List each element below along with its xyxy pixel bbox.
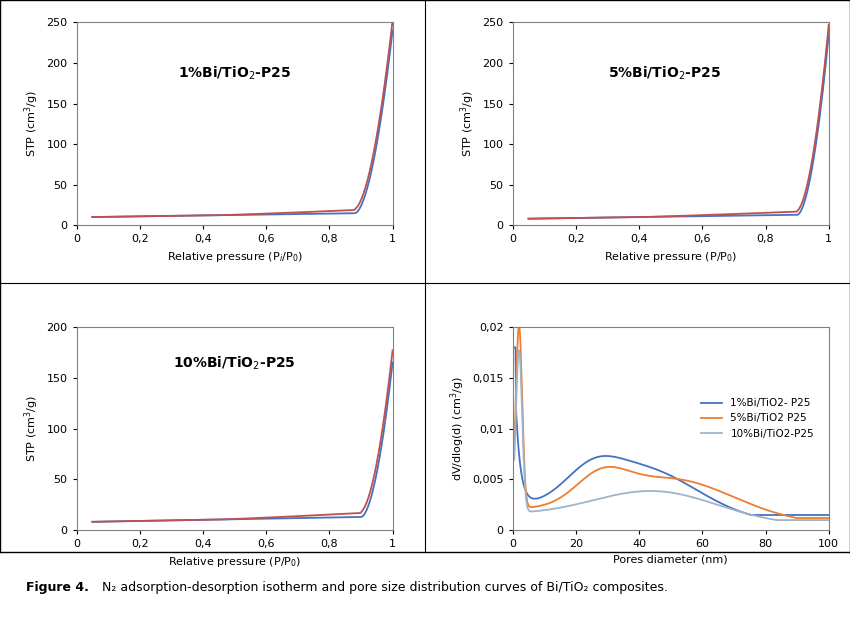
5%Bi/TiO2 P25 [514, 322, 524, 330]
Text: N₂ adsorption-desorption isotherm and pore size distribution curves of Bi/TiO₂ c: N₂ adsorption-desorption isotherm and po… [98, 580, 667, 594]
1%Bi/TiO2- P25 [679, 479, 689, 486]
10%Bi/TiO2-P25 [509, 456, 519, 464]
Line: 1%Bi/TiO2- P25: 1%Bi/TiO2- P25 [514, 347, 829, 515]
Y-axis label: STP (cm$^3$/g): STP (cm$^3$/g) [458, 90, 477, 157]
1%Bi/TiO2- P25 [660, 469, 671, 477]
X-axis label: Relative pressure (P$_i$/P$_0$): Relative pressure (P$_i$/P$_0$) [167, 250, 303, 264]
5%Bi/TiO2 P25 [768, 508, 778, 516]
1%Bi/TiO2- P25 [696, 489, 706, 497]
X-axis label: Relative pressure (P/P$_0$): Relative pressure (P/P$_0$) [604, 250, 737, 264]
X-axis label: Relative pressure (P/P$_0$): Relative pressure (P/P$_0$) [168, 555, 301, 569]
1%Bi/TiO2- P25 [659, 469, 669, 476]
1%Bi/TiO2- P25 [768, 511, 778, 519]
1%Bi/TiO2- P25 [817, 511, 827, 519]
5%Bi/TiO2 P25 [818, 514, 828, 522]
1%Bi/TiO2- P25 [746, 511, 756, 519]
5%Bi/TiO2 P25 [680, 476, 690, 484]
Y-axis label: STP (cm$^3$/g): STP (cm$^3$/g) [22, 90, 41, 157]
5%Bi/TiO2 P25 [661, 474, 672, 481]
10%Bi/TiO2-P25 [768, 516, 778, 523]
10%Bi/TiO2-P25 [680, 491, 690, 499]
X-axis label: Pores diameter (nm): Pores diameter (nm) [614, 555, 728, 565]
Line: 5%Bi/TiO2 P25: 5%Bi/TiO2 P25 [514, 326, 829, 518]
Y-axis label: STP (cm$^3$/g): STP (cm$^3$/g) [22, 395, 41, 462]
Line: 10%Bi/TiO2-P25: 10%Bi/TiO2-P25 [514, 351, 829, 520]
10%Bi/TiO2-P25 [514, 347, 524, 354]
5%Bi/TiO2 P25 [697, 481, 707, 488]
1%Bi/TiO2- P25 [824, 511, 834, 519]
5%Bi/TiO2 P25 [824, 514, 834, 522]
10%Bi/TiO2-P25 [824, 516, 834, 524]
5%Bi/TiO2 P25 [659, 474, 669, 481]
10%Bi/TiO2-P25 [661, 488, 672, 496]
1%Bi/TiO2- P25 [509, 344, 519, 351]
Text: 1%Bi/TiO$_2$-P25: 1%Bi/TiO$_2$-P25 [178, 64, 291, 82]
10%Bi/TiO2-P25 [697, 496, 707, 504]
5%Bi/TiO2 P25 [509, 445, 519, 453]
Text: 5%Bi/TiO$_2$-P25: 5%Bi/TiO$_2$-P25 [608, 64, 721, 82]
Y-axis label: dV/dlog(d) (cm$^3$/g): dV/dlog(d) (cm$^3$/g) [448, 377, 467, 481]
Legend: 1%Bi/TiO2- P25, 5%Bi/TiO2 P25, 10%Bi/TiO2-P25: 1%Bi/TiO2- P25, 5%Bi/TiO2 P25, 10%Bi/TiO… [698, 395, 817, 442]
5%Bi/TiO2 P25 [792, 514, 802, 522]
10%Bi/TiO2-P25 [818, 516, 828, 524]
Text: 10%Bi/TiO$_2$-P25: 10%Bi/TiO$_2$-P25 [173, 355, 296, 372]
Text: Figure 4.: Figure 4. [26, 580, 88, 594]
10%Bi/TiO2-P25 [772, 516, 782, 524]
10%Bi/TiO2-P25 [659, 488, 669, 495]
